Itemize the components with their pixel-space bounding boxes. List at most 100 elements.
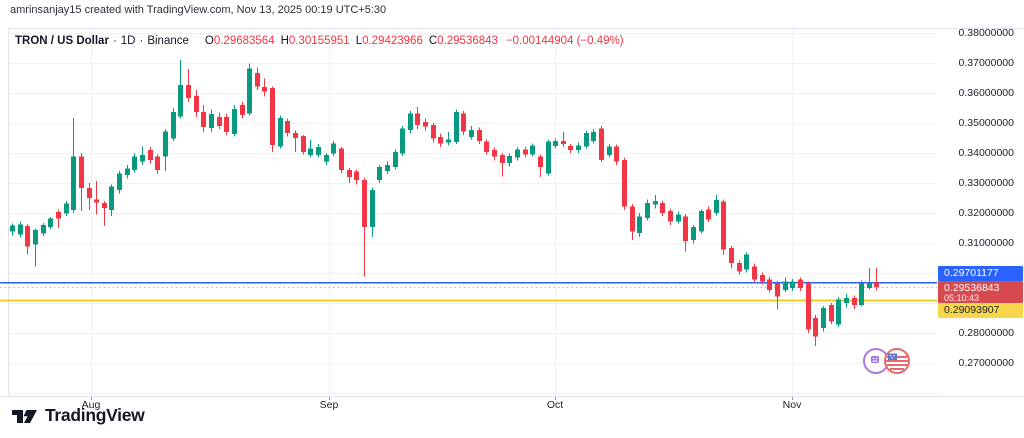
symbol-name: TRON / US Dollar [15,35,109,47]
close-value: 0.29536843 [437,35,498,47]
candle-body [400,128,405,154]
candle-body [140,155,145,162]
candle-body [568,146,573,150]
candle-body [546,141,551,174]
candle-body [347,170,352,177]
candle-body [683,216,688,242]
ohlc-values: O0.29683564 H0.30155951 L0.29423966 C0.2953… [204,35,498,47]
candle-body [515,149,520,158]
candle-body [660,203,665,213]
price-axis-label: 0.31000000 [958,236,1014,249]
price-axis-label: 0.28000000 [958,326,1014,339]
candle-body [415,113,420,126]
candle-body [178,84,183,117]
candle-body [354,171,359,180]
candle-body [553,141,558,147]
candle-body [71,156,76,210]
candle-body [737,263,742,272]
candle-body [194,96,199,112]
candle-body [607,146,612,156]
interval-label: 1D [120,35,136,47]
badge-price-value: 0.29093907 [944,304,1000,316]
candle-body [721,201,726,250]
candle-body [492,150,497,157]
candle-body [767,279,772,290]
price-axis-label: 0.34000000 [958,146,1014,159]
candle-body [171,111,176,139]
candle-body [599,128,604,160]
candle-body [262,87,267,92]
candle-body [64,203,69,214]
candle-body [446,139,451,143]
price-axis-label: 0.35000000 [958,116,1014,129]
candle-body [308,148,313,156]
candle-body [56,211,61,219]
candle-body [637,216,642,234]
candle-body [163,131,168,157]
candle-body [117,173,122,190]
time-axis-label: Nov [782,399,802,411]
candle-body [324,155,329,162]
tradingview-logo-icon [12,409,37,423]
candle-body [431,125,436,139]
candle-body [301,136,306,152]
candle-body [33,230,38,245]
candle-body [25,226,30,247]
candle-body [454,111,459,142]
candle-body [186,84,191,99]
symbol-legend: TRON / US Dollar · 1D · Binance O0.29683564 H0… [15,35,624,47]
candle-body [377,166,382,180]
badge-price-value: 0.29701177 [944,267,999,279]
candle-body [622,159,627,207]
price-axis-label: 0.38000000 [958,26,1014,39]
candle-body [408,113,413,130]
candle-body [729,248,734,264]
time-axis-label: Sep [319,399,339,411]
candle-body [316,147,321,156]
candle-body [691,226,696,240]
candle-body [285,121,290,133]
candle-body [538,156,543,167]
tradingview-logo-text: TradingView [45,405,145,425]
candle-body [591,132,596,141]
candle-body [561,141,566,144]
candle-body [385,165,390,171]
candle-body [270,88,275,145]
candle-body [653,201,658,205]
candle-body [132,156,137,171]
candle-body [10,225,15,232]
pair-logo [863,348,910,374]
candle-body [278,117,283,147]
candle-body [155,156,160,171]
candle-body [102,203,107,208]
candle-body [630,206,635,232]
candle-body [714,199,719,213]
candle-body [247,68,252,114]
us-flag-icon [884,348,910,374]
price-axis-label: 0.37000000 [958,56,1014,69]
candle-body [699,211,704,232]
candle-body [201,111,206,127]
candle-body [821,308,826,328]
candle-body [706,209,711,220]
candle-body [461,113,466,132]
candle-body [148,150,153,160]
candle-body [760,274,765,282]
candle-body [18,224,23,235]
candle-body [477,129,482,141]
tradingview-logo[interactable]: TradingView [10,405,145,426]
candle-body [209,114,214,129]
candle-body [41,225,46,234]
exchange-label: Binance [147,35,189,47]
candle-body [507,156,512,164]
candle-body [867,282,872,288]
candle-body [530,145,535,155]
price-axis-label: 0.32000000 [958,206,1014,219]
change-value: −0.00144904 (−0.49%) [505,35,624,47]
price-axis-label: 0.36000000 [958,86,1014,99]
candle-body [484,141,489,152]
candle-body [125,168,130,175]
candle-body [331,143,336,154]
candle-body [752,266,757,280]
